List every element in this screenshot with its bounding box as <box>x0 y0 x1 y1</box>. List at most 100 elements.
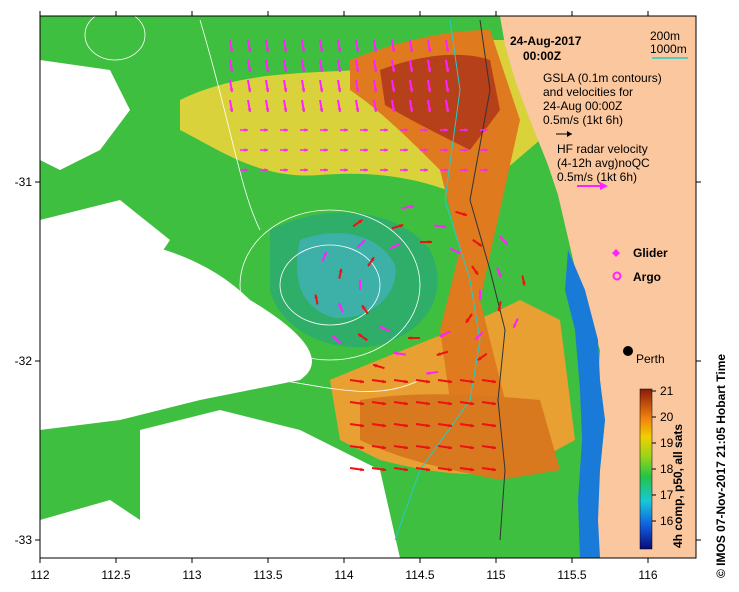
velocity-arrowhead <box>247 108 252 112</box>
velocity-arrowhead <box>323 252 327 257</box>
velocity-arrowhead <box>304 168 308 172</box>
colorbar-tick-label: 16 <box>660 514 674 528</box>
velocity-arrowhead <box>229 48 234 52</box>
velocity-arrowhead <box>360 445 364 450</box>
velocity-arrowhead <box>448 445 452 450</box>
velocity-arrowhead <box>448 379 452 384</box>
velocity-arrowhead <box>355 48 360 52</box>
bathy-legend-1000m: 1000m <box>650 42 687 56</box>
velocity-arrowhead <box>409 88 414 92</box>
velocity-arrowhead <box>404 445 408 450</box>
date-title: 24-Aug-2017 <box>510 34 582 48</box>
cloud-mask <box>140 410 400 558</box>
bathy-1000m <box>394 19 481 541</box>
velocity-arrowhead <box>247 68 252 72</box>
velocity-arrowhead <box>399 224 404 228</box>
velocity-arrowhead <box>427 68 432 72</box>
velocity-arrowhead <box>462 212 467 217</box>
velocity-arrowhead <box>426 423 430 428</box>
velocity-arrowhead <box>244 148 248 152</box>
velocity-arrowhead <box>337 68 342 72</box>
velocity-arrowhead <box>379 326 384 330</box>
velocity-arrowhead <box>319 108 324 112</box>
plot-frame <box>39 15 697 559</box>
colorbar-tick-label: 17 <box>660 488 674 502</box>
velocity-arrowhead <box>477 356 482 361</box>
velocity-arrowhead <box>319 68 324 72</box>
velocity-arrowhead <box>470 379 474 384</box>
velocity-arrowhead <box>373 48 378 52</box>
velocity-arrowhead <box>355 68 360 72</box>
longitude-axis: 112 112.5 113 113.5 114 114.5 115 115.5 116 <box>30 11 658 582</box>
cloud-mask <box>40 60 130 170</box>
velocity-arrowhead <box>247 88 252 92</box>
velocity-arrowhead <box>427 48 432 52</box>
velocity-arrowhead <box>304 148 308 152</box>
velocity-arrowhead <box>513 323 517 328</box>
velocity-arrowhead <box>284 128 288 132</box>
velocity-arrowhead <box>426 467 430 472</box>
velocity-arrowhead <box>337 48 342 52</box>
colorbar-tick-label: 19 <box>660 436 674 450</box>
lon-tick-label: 114 <box>334 568 353 582</box>
credit-text: © IMOS 07-Nov-2017 21:05 Hobart Time <box>714 354 728 578</box>
velocity-arrowhead <box>484 148 488 152</box>
velocity-arrowhead <box>424 128 428 132</box>
gsla-contours <box>40 16 421 392</box>
velocity-arrowhead <box>301 68 306 72</box>
velocity-arrowhead <box>448 423 452 428</box>
lon-tick-label: 115.5 <box>557 568 586 582</box>
velocity-arrowhead <box>364 168 368 172</box>
velocity-arrowhead <box>391 68 396 72</box>
velocity-arrowhead <box>229 88 234 92</box>
hf-note-line: HF radar velocity <box>557 142 648 156</box>
velocity-arrowhead <box>373 68 378 72</box>
velocity-arrowhead <box>470 467 474 472</box>
velocity-arrowhead <box>445 68 450 72</box>
lat-tick-label: -33 <box>15 533 33 547</box>
velocity-arrowhead <box>338 268 343 273</box>
cloud-mask <box>40 200 170 280</box>
velocity-arrowhead <box>265 48 270 52</box>
velocity-arrowhead <box>283 108 288 112</box>
velocity-arrowhead <box>497 272 502 277</box>
velocity-arrowhead <box>448 401 452 406</box>
velocity-arrowhead <box>319 88 324 92</box>
velocity-arrowhead <box>301 88 306 92</box>
velocity-arrowhead <box>384 128 388 132</box>
velocity-arrowhead <box>439 333 444 337</box>
velocity-arrowhead <box>484 128 488 132</box>
velocity-arrowhead <box>265 88 270 92</box>
velocity-arrowhead <box>404 467 408 472</box>
velocity-arrowhead <box>358 280 362 284</box>
lon-tick-label: 116 <box>638 568 657 582</box>
velocity-arrowhead <box>470 401 474 406</box>
gsla-note-line: 0.5m/s (1kt 6h) <box>543 113 623 127</box>
velocity-arrowhead <box>370 257 375 262</box>
sst-south-warm <box>360 394 560 480</box>
argo-icon <box>612 271 622 281</box>
lat-tick-label: -31 <box>15 175 33 189</box>
velocity-arrowhead <box>344 168 348 172</box>
velocity-arrowhead <box>456 250 461 254</box>
velocity-arrowhead <box>445 88 450 92</box>
sst-teal-eddy <box>296 233 396 319</box>
velocity-arrowhead <box>364 148 368 152</box>
cloud-mask <box>40 500 140 558</box>
velocity-arrowhead <box>344 128 348 132</box>
gsla-contour <box>239 209 421 361</box>
velocity-arrowhead <box>360 423 364 428</box>
velocity-arrowhead <box>264 168 268 172</box>
sst-hot-core <box>380 54 500 150</box>
velocity-arrowhead <box>324 148 328 152</box>
velocity-arrowhead <box>409 108 414 112</box>
lon-tick-label: 113.5 <box>253 568 282 582</box>
velocity-arrowhead <box>492 467 496 472</box>
velocity-arrowhead <box>283 88 288 92</box>
velocity-arrowhead <box>229 68 234 72</box>
velocity-arrowhead <box>408 336 412 340</box>
velocity-arrowhead <box>244 128 248 132</box>
velocity-arrowhead <box>360 401 364 406</box>
velocity-arrowhead <box>427 108 432 112</box>
latitude-axis: -31 -32 -33 <box>15 175 701 547</box>
